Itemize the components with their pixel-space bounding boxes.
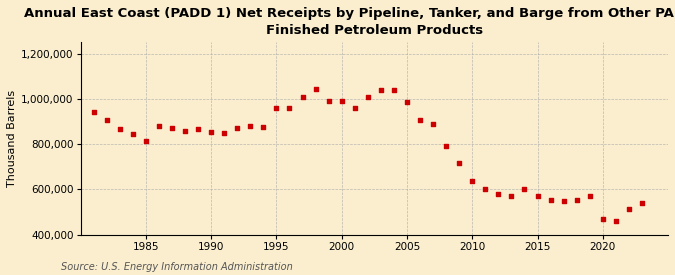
- Text: Source: U.S. Energy Information Administration: Source: U.S. Energy Information Administ…: [61, 262, 292, 272]
- Point: [101, 118, 112, 123]
- Point: [258, 125, 269, 129]
- Point: [545, 197, 556, 202]
- Point: [480, 187, 491, 192]
- Point: [323, 99, 334, 103]
- Point: [532, 194, 543, 198]
- Point: [506, 194, 517, 198]
- Point: [441, 144, 452, 148]
- Title: Annual East Coast (PADD 1) Net Receipts by Pipeline, Tanker, and Barge from Othe: Annual East Coast (PADD 1) Net Receipts …: [24, 7, 675, 37]
- Point: [362, 94, 373, 99]
- Point: [571, 197, 582, 202]
- Point: [284, 106, 295, 110]
- Point: [128, 132, 138, 136]
- Point: [624, 207, 634, 211]
- Point: [585, 194, 595, 198]
- Point: [245, 124, 256, 128]
- Point: [219, 131, 230, 135]
- Point: [88, 110, 99, 115]
- Point: [402, 100, 412, 104]
- Point: [428, 122, 439, 126]
- Point: [454, 161, 464, 166]
- Point: [519, 187, 530, 192]
- Point: [114, 127, 125, 132]
- Point: [336, 99, 347, 103]
- Point: [140, 139, 151, 143]
- Point: [232, 126, 242, 130]
- Point: [153, 124, 164, 128]
- Point: [310, 86, 321, 91]
- Point: [610, 219, 621, 223]
- Point: [414, 118, 425, 123]
- Point: [350, 106, 360, 110]
- Point: [389, 88, 400, 92]
- Point: [167, 126, 178, 130]
- Point: [558, 199, 569, 203]
- Point: [297, 94, 308, 99]
- Point: [597, 217, 608, 221]
- Point: [206, 130, 217, 134]
- Point: [192, 127, 203, 132]
- Y-axis label: Thousand Barrels: Thousand Barrels: [7, 90, 17, 187]
- Point: [637, 201, 647, 205]
- Point: [271, 106, 281, 110]
- Point: [493, 192, 504, 196]
- Point: [467, 179, 478, 184]
- Point: [180, 128, 190, 133]
- Point: [375, 88, 386, 92]
